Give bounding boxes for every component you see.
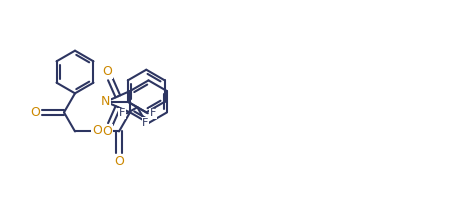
Text: O: O: [102, 125, 112, 138]
Text: F: F: [142, 118, 149, 128]
Text: O: O: [114, 155, 124, 168]
Text: O: O: [102, 65, 112, 78]
Text: O: O: [92, 124, 102, 137]
Text: N: N: [101, 95, 111, 108]
Text: F: F: [150, 108, 156, 118]
Text: F: F: [119, 108, 125, 118]
Text: O: O: [30, 106, 40, 119]
